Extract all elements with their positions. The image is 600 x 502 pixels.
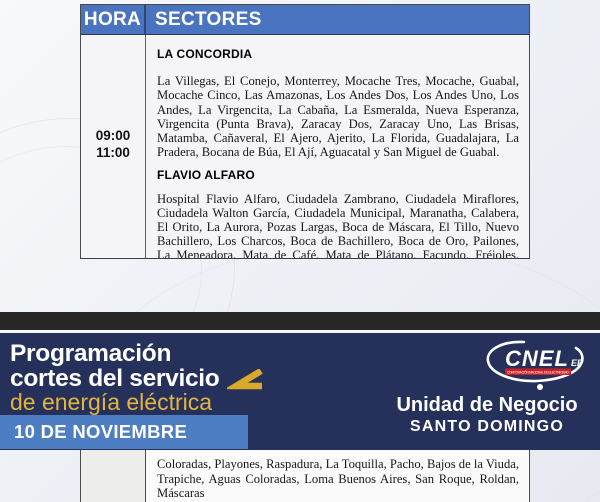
business-unit: Unidad de Negocio SANTO DOMINGO (380, 394, 594, 436)
sectores-column-header: SECTORES (155, 9, 262, 30)
banner-title-line1: Programación (10, 340, 172, 367)
hora-cell-empty (81, 450, 146, 502)
time-start: 09:00 (95, 128, 131, 143)
logo-swoosh-icon (486, 340, 584, 383)
banner-title-line3: de energía eléctrica (10, 389, 213, 415)
date-badge: 10 DE NOVIEMBRE (0, 415, 248, 449)
black-divider-band (0, 312, 600, 330)
schedule-table-continuation: Coloradas, Playones, Raspadura, La Toqui… (80, 450, 530, 502)
sector-list: La Villegas, El Conejo, Monterrey, Mocac… (157, 74, 519, 160)
logo-dot-icon (537, 384, 543, 390)
white-divider-line (0, 330, 600, 333)
cnel-logo-icon: CNEL EP CORPORACIÓN NACIONAL DE ELECTRIC… (486, 340, 584, 390)
cnel-logo: CNEL EP CORPORACIÓN NACIONAL DE ELECTRIC… (482, 339, 594, 393)
logo-suffix: EP (571, 358, 584, 368)
sector-list-continuation: Coloradas, Playones, Raspadura, La Toqui… (146, 450, 529, 502)
business-unit-name: Unidad de Negocio (396, 394, 578, 416)
banner-title-line2: cortes del servicio (10, 364, 220, 392)
table-body-row: 09:00 11:00 LA CONCORDIA La Villegas, El… (81, 35, 529, 259)
hora-column-header: HORA (81, 5, 146, 34)
sector-group-title: FLAVIO ALFARO (157, 168, 255, 183)
table-header-row: HORA SECTORES (81, 5, 529, 35)
sector-list: Hospital Flavio Alfaro, Ciudadela Zambra… (157, 191, 519, 259)
announcement-banner: Programación cortes del servicio de ener… (0, 333, 600, 450)
angle-check-icon (227, 369, 264, 390)
banner-title: Programación cortes del servicio de ener… (10, 340, 264, 415)
schedule-table: HORA SECTORES 09:00 11:00 LA CONCORDIA L… (80, 4, 530, 259)
business-unit-city: SANTO DOMINGO (410, 418, 564, 435)
time-range-cell: 09:00 11:00 (81, 35, 146, 258)
logo-wordmark: CNEL (505, 346, 569, 371)
time-end: 11:00 (96, 144, 130, 160)
sectores-cell: LA CONCORDIA La Villegas, El Conejo, Mon… (146, 35, 529, 259)
logo-red-bar (505, 368, 571, 375)
sector-group-title: LA CONCORDIA (157, 47, 253, 61)
logo-tagline: CORPORACIÓN NACIONAL DE ELECTRICIDAD (507, 370, 570, 375)
